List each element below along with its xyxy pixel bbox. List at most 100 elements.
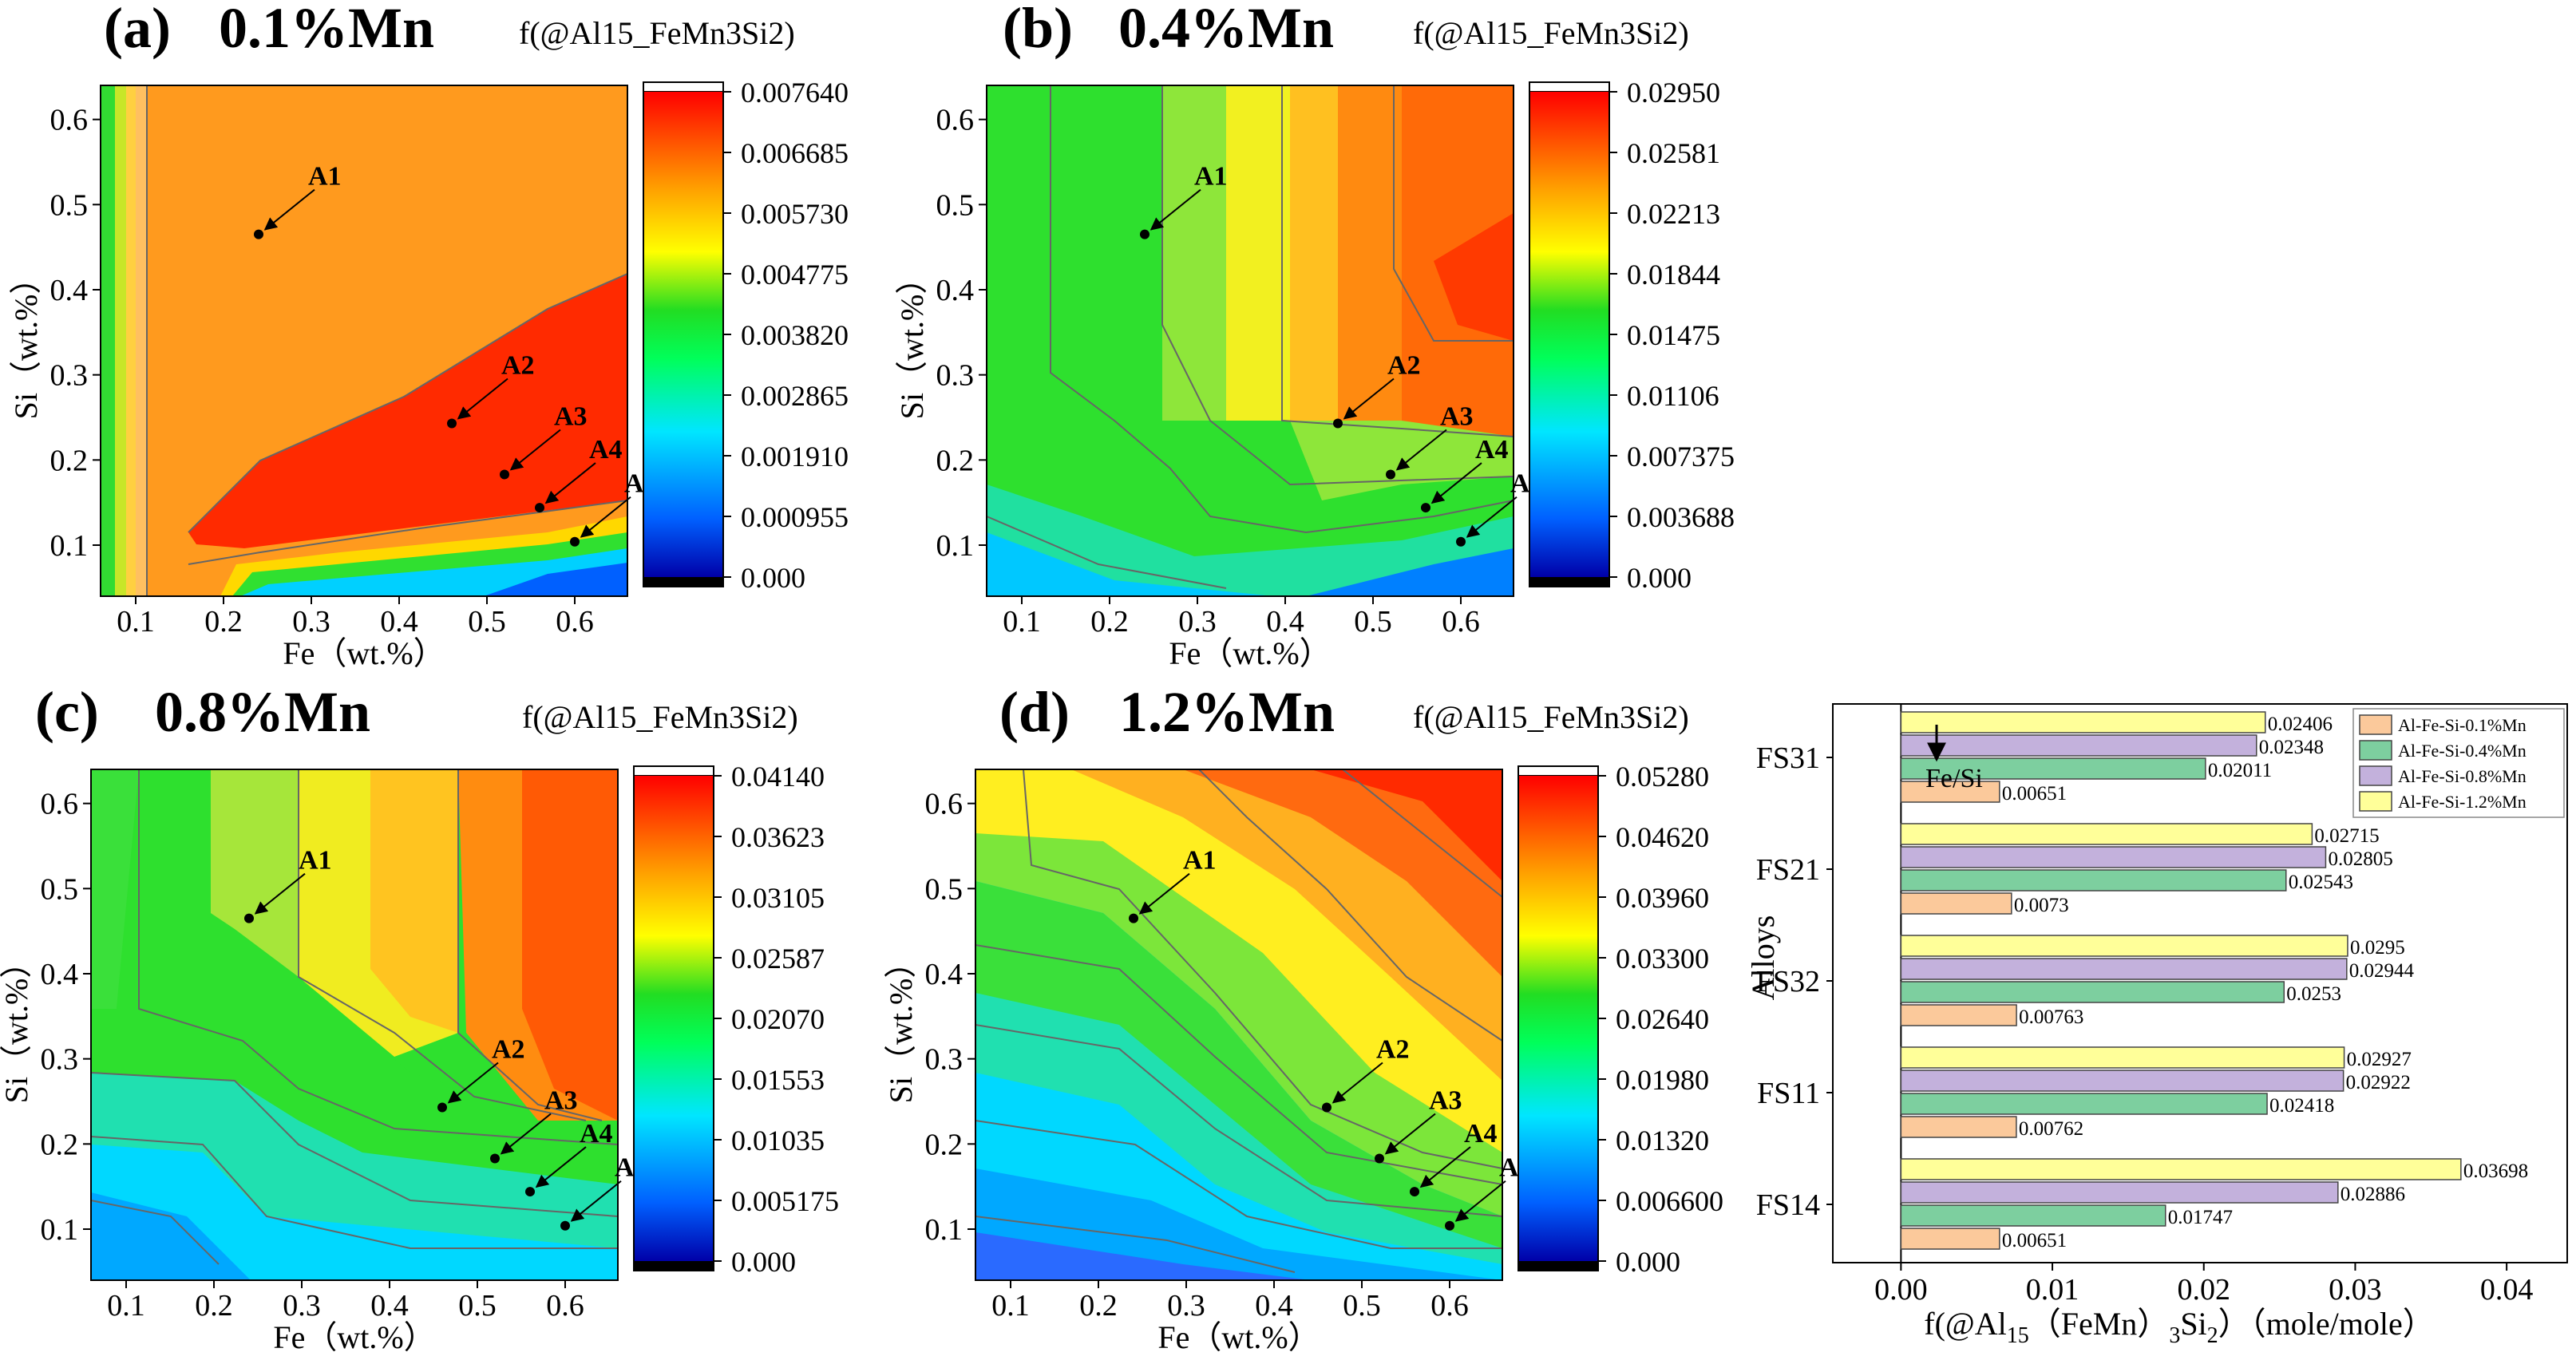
x-tick-label: 0.1: [117, 605, 155, 639]
point-arrow: [509, 429, 561, 471]
bar-fs32-s2: [1900, 958, 2348, 980]
colorbar-tick-label: 0.005175: [731, 1185, 839, 1217]
bar-data-label: 0.00762: [2019, 1118, 2083, 1140]
sample-point-a1: [1140, 229, 1150, 239]
heatmap-panel-c: (c) 0.8%Mn f(@Al15_FeMn3Si2) 0.1 0.2 0.3 0.…: [0, 680, 839, 1355]
sample-point-a4: [1410, 1187, 1419, 1197]
x-axis-label-c: Fe（wt.%）: [273, 1319, 435, 1355]
y-tick-label: 0.5: [50, 188, 89, 222]
colorbar-tick-label: 0.007640: [741, 77, 849, 109]
bar-fs11-s2: [1900, 1069, 2345, 1092]
point-arrow: [1138, 872, 1190, 915]
bar-data-label: 0.02406: [2268, 714, 2333, 735]
x-tick-label: 0.2: [204, 605, 243, 639]
point-arrow: [1150, 188, 1201, 231]
heatmap-area-d: [975, 769, 1503, 1281]
bar-data-label: 0.00651: [2002, 783, 2067, 805]
bar-fs21-s0: [1900, 892, 2012, 915]
x-tick-label: 0.1: [1003, 605, 1041, 639]
y-axis-label-b: Si（wt.%）: [894, 263, 930, 420]
y-tick-label: 0.4: [925, 958, 964, 991]
bar-x-tick-label: 0.01: [2026, 1273, 2079, 1307]
colorbar-tick-label: 0.03623: [731, 821, 825, 853]
colorbar-tick-label: 0.000: [1616, 1246, 1680, 1278]
sample-point-a4: [535, 503, 544, 513]
legend-swatch: [2359, 714, 2392, 735]
point-label-a3: A3: [544, 1085, 578, 1115]
y-tick-label: 0.1: [50, 529, 89, 563]
sample-point-a2: [1322, 1102, 1332, 1113]
bar-data-label: 0.02543: [2289, 872, 2353, 893]
bar-x-tick-label: 0.00: [1874, 1273, 1928, 1307]
y-tick-label: 0.2: [50, 444, 89, 477]
colorbar-tick-label: 0.02581: [1627, 137, 1720, 169]
bar-data-label: 0.02011: [2208, 760, 2272, 781]
sample-point-a1: [244, 913, 254, 923]
x-tick-label: 0.3: [292, 605, 330, 639]
colorbar-tick-label: 0.02950: [1627, 77, 1720, 109]
bar-fs14-s3: [1900, 1158, 2462, 1180]
point-label-a2: A2: [501, 350, 535, 380]
panel-label-d: (d): [999, 680, 1070, 744]
sample-point-a3: [490, 1153, 500, 1164]
colorbar-title-d: f(@Al15_FeMn3Si2): [1413, 699, 1689, 735]
colorbar-tick-label: 0.005730: [741, 198, 849, 230]
panel-title-d: 1.2%Mn: [1119, 680, 1335, 744]
y-tick-label: 0.4: [50, 274, 89, 307]
sample-point-a4: [1421, 503, 1430, 513]
x-tick-label: 0.4: [1266, 605, 1304, 639]
point-arrow: [1343, 378, 1395, 420]
bar-fs32-s0: [1900, 1004, 2017, 1026]
y-tick-label: 0.5: [936, 188, 975, 222]
y-tick-label: 0.4: [41, 958, 79, 991]
point-label-a4: A4: [580, 1119, 613, 1149]
point-label-a1: A1: [299, 846, 332, 876]
y-tick-label: 0.3: [41, 1043, 79, 1077]
colorbar-tick-label: 0.02640: [1616, 1003, 1709, 1035]
colorbar-tick-label: 0.000: [741, 562, 805, 594]
bar-plot-frame: [1832, 703, 2568, 1263]
bar-y-tick-label: FS32: [1756, 965, 1820, 998]
x-tick-label: 0.2: [1079, 1289, 1118, 1323]
colorbar-tick-label: 0.000: [1627, 562, 1692, 594]
point-arrow: [580, 496, 631, 538]
bar-x-tick-label: 0.04: [2480, 1273, 2534, 1307]
bar-data-label: 0.02927: [2347, 1049, 2412, 1070]
point-label-a4: A4: [589, 435, 623, 465]
bar-legend: Al-Fe-Si-0.1%Mn Al-Fe-Si-0.4%Mn Al-Fe-Si-0…: [2352, 708, 2565, 818]
bar-data-label: 0.02922: [2346, 1072, 2411, 1093]
colorbar-tick-label: 0.04140: [731, 761, 825, 793]
x-tick-label: 0.5: [1354, 605, 1392, 639]
heatmap-area-c: [90, 769, 619, 1281]
bar-data-label: 0.02715: [2314, 825, 2379, 847]
colorbar-tick-label: 0.004775: [741, 259, 849, 291]
colorbar-tick-label: 0.01475: [1627, 319, 1720, 351]
heatmap-area-a: [100, 85, 628, 597]
point-arrow: [570, 1180, 622, 1222]
x-tick-label: 0.5: [468, 605, 506, 639]
bar-fs14-s1: [1900, 1204, 2166, 1227]
point-arrow: [254, 872, 306, 915]
colorbar-tick-label: 0.01035: [731, 1125, 825, 1156]
point-label-a1: A1: [1194, 162, 1228, 192]
colorbar-tick-label: 0.001910: [741, 441, 849, 472]
sample-point-a5: [570, 536, 580, 547]
y-tick-label: 0.1: [936, 529, 975, 563]
point-label-a4: A4: [1464, 1119, 1498, 1149]
y-tick-label: 0.6: [936, 104, 975, 137]
x-tick-label: 0.4: [370, 1289, 409, 1323]
bar-data-label: 0.0295: [2350, 937, 2405, 959]
sample-point-a2: [437, 1102, 447, 1113]
x-tick-label: 0.6: [556, 605, 594, 639]
point-arrow: [1384, 1113, 1436, 1155]
bar-data-label: 0.02944: [2349, 960, 2415, 982]
point-label-a1: A1: [1183, 846, 1217, 876]
sample-point-a1: [254, 229, 263, 239]
fe-si-annotation: Fe/Si: [1925, 764, 1983, 793]
bar-data-label: 0.01747: [2168, 1207, 2233, 1228]
bar-fs21-s3: [1900, 823, 2313, 845]
legend-label: Al-Fe-Si-0.8%Mn: [2398, 766, 2527, 786]
sample-point-a1: [1129, 913, 1138, 923]
bar-y-tick-label: FS21: [1756, 853, 1820, 887]
